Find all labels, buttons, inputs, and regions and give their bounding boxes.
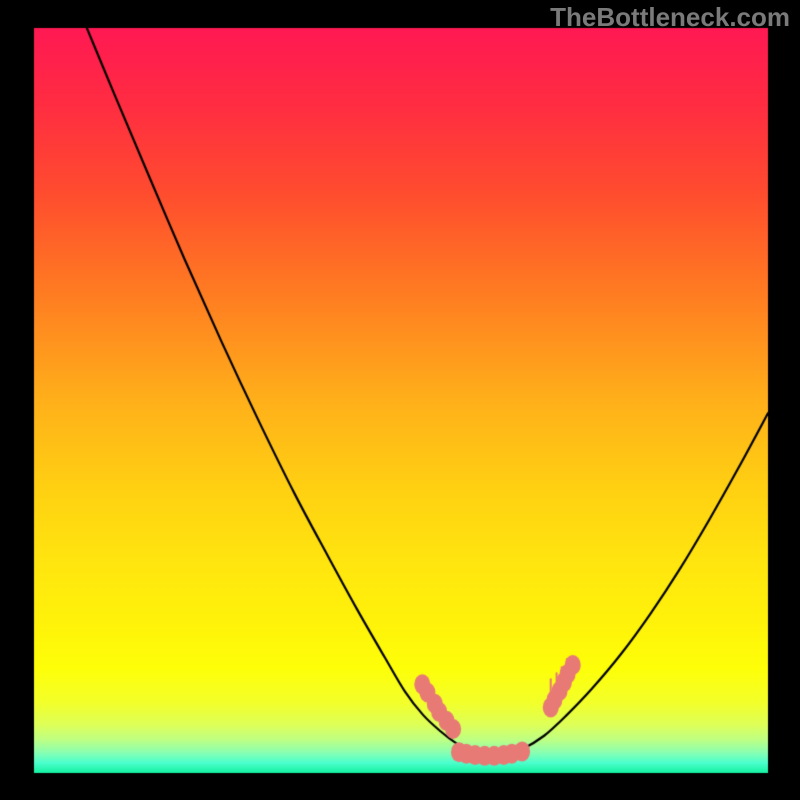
chart-container bbox=[0, 0, 800, 800]
bottleneck-curve-chart bbox=[0, 0, 800, 800]
watermark-text: TheBottleneck.com bbox=[550, 2, 790, 33]
